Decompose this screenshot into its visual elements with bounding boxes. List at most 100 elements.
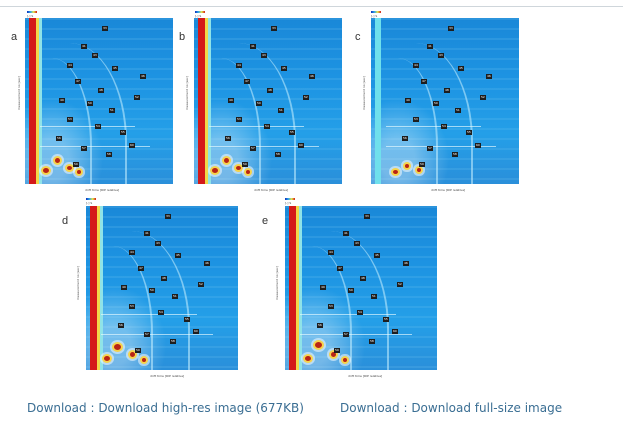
peak-marker: 50 — [87, 101, 93, 106]
heatmap-plot: 33 41 43 44 45 46 47 48 49 50 51 52 53 54 55 56 57 58 59 60 — [371, 18, 519, 184]
peak-marker: 48 — [161, 276, 167, 281]
download-high-res-link[interactable]: Download : Download high-res image (677K… — [27, 401, 304, 415]
peak-marker: 43 — [261, 53, 267, 58]
peak-marker: 52 — [397, 282, 403, 287]
peak-marker: 48 — [98, 88, 104, 93]
panel-label: d — [62, 215, 69, 227]
color-scale-legend: [-] S — [371, 10, 383, 18]
peak-marker: 53 — [236, 117, 242, 122]
x-axis-label: drift time [RIP relative] — [254, 188, 289, 192]
peak-marker: 60 — [475, 143, 481, 148]
peak-marker: 52 — [134, 95, 140, 100]
peak-marker: 44 — [67, 63, 73, 68]
peak-marker: 54 — [441, 124, 447, 129]
peak-marker: 57 — [427, 146, 433, 151]
peak-marker: 47 — [337, 266, 343, 271]
peak-marker: 48 — [360, 276, 366, 281]
x-axis-label: drift time [RIP relative] — [85, 188, 120, 192]
peak-marker: 56 — [225, 136, 231, 141]
peak-marker: 33 — [364, 214, 370, 219]
peak-marker: 58 — [106, 152, 112, 157]
peak-marker: 43 — [438, 53, 444, 58]
peak-marker: 41 — [250, 44, 256, 49]
color-scale-legend: [-] S — [86, 197, 98, 205]
peak-marker: 47 — [421, 79, 427, 84]
peak-marker: 54 — [158, 310, 164, 315]
peak-marker: 55 — [466, 130, 472, 135]
peak-marker: 41 — [343, 231, 349, 236]
peak-marker: 44 — [236, 63, 242, 68]
heatmap-plot: 33 41 43 44 45 46 47 48 49 50 51 52 53 54 55 56 57 58 59 60 — [194, 18, 342, 184]
peak-marker: 58 — [452, 152, 458, 157]
y-axis-label: measurement no [sec] — [185, 76, 189, 110]
peak-marker: 33 — [271, 26, 277, 31]
peak-marker: 52 — [198, 282, 204, 287]
peak-marker: 57 — [81, 146, 87, 151]
peak-marker: 41 — [427, 44, 433, 49]
peak-marker: 60 — [193, 329, 199, 334]
peak-marker: 54 — [264, 124, 270, 129]
peak-marker: 33 — [165, 214, 171, 219]
panel-label: a — [11, 31, 18, 43]
peak-marker: 33 — [448, 26, 454, 31]
peak-marker: 55 — [383, 317, 389, 322]
peak-marker: 60 — [392, 329, 398, 334]
x-axis-label: drift time [RIP relative] — [348, 374, 383, 378]
heatmap-plot: 33 41 43 44 45 46 47 48 49 50 51 52 53 54 55 56 57 58 59 60 — [25, 18, 173, 184]
peak-marker: 55 — [289, 130, 295, 135]
peak-marker: 59 — [334, 348, 340, 353]
peak-marker: 51 — [172, 294, 178, 299]
peak-marker: 58 — [369, 339, 375, 344]
peak-marker: 47 — [138, 266, 144, 271]
peak-marker: 44 — [129, 250, 135, 255]
peak-marker: 56 — [56, 136, 62, 141]
peak-marker: 45 — [458, 66, 464, 71]
peak-marker: 53 — [67, 117, 73, 122]
peak-marker: 45 — [175, 253, 181, 258]
peak-marker: 51 — [371, 294, 377, 299]
download-full-size-link[interactable]: Download : Download full-size image — [340, 401, 563, 415]
y-axis-label: measurement no [sec] — [17, 76, 21, 110]
peak-marker: 50 — [149, 288, 155, 293]
peak-marker: 52 — [480, 95, 486, 100]
panel-label: c — [355, 31, 361, 43]
peak-marker: 49 — [320, 285, 326, 290]
peak-marker: 41 — [144, 231, 150, 236]
peak-marker: 55 — [120, 130, 126, 135]
peak-marker: 41 — [81, 44, 87, 49]
y-axis-label: measurement no [sec] — [362, 76, 366, 110]
peak-marker: 51 — [455, 108, 461, 113]
peak-marker: 47 — [244, 79, 250, 84]
peak-marker: 57 — [343, 332, 349, 337]
peak-marker: 51 — [109, 108, 115, 113]
peak-marker: 57 — [144, 332, 150, 337]
peak-marker: 49 — [59, 98, 65, 103]
x-axis-label: drift time [RIP relative] — [150, 374, 185, 378]
peak-marker: 52 — [303, 95, 309, 100]
peak-marker: 43 — [92, 53, 98, 58]
x-axis-label: drift time [RIP relative] — [431, 188, 466, 192]
peak-marker: 53 — [413, 117, 419, 122]
peak-marker: 49 — [228, 98, 234, 103]
peak-marker: 48 — [444, 88, 450, 93]
y-axis-label: measurement no [sec] — [76, 266, 80, 300]
peak-marker: 60 — [129, 143, 135, 148]
panel-label: b — [179, 31, 186, 43]
peak-marker: 59 — [73, 162, 79, 167]
peak-marker: 43 — [155, 241, 161, 246]
peak-marker: 56 — [118, 323, 124, 328]
peak-marker: 58 — [275, 152, 281, 157]
peak-marker: 50 — [433, 101, 439, 106]
peak-marker: 54 — [95, 124, 101, 129]
peak-marker: 45 — [112, 66, 118, 71]
peak-marker: 59 — [242, 162, 248, 167]
peak-marker: 53 — [129, 304, 135, 309]
peak-marker: 60 — [298, 143, 304, 148]
peak-marker: 54 — [357, 310, 363, 315]
color-scale-legend: [-] S — [285, 197, 297, 205]
peak-marker: 46 — [309, 74, 315, 79]
peak-marker: 59 — [135, 348, 141, 353]
peak-marker: 44 — [328, 250, 334, 255]
peak-marker: 59 — [419, 162, 425, 167]
peak-marker: 50 — [256, 101, 262, 106]
